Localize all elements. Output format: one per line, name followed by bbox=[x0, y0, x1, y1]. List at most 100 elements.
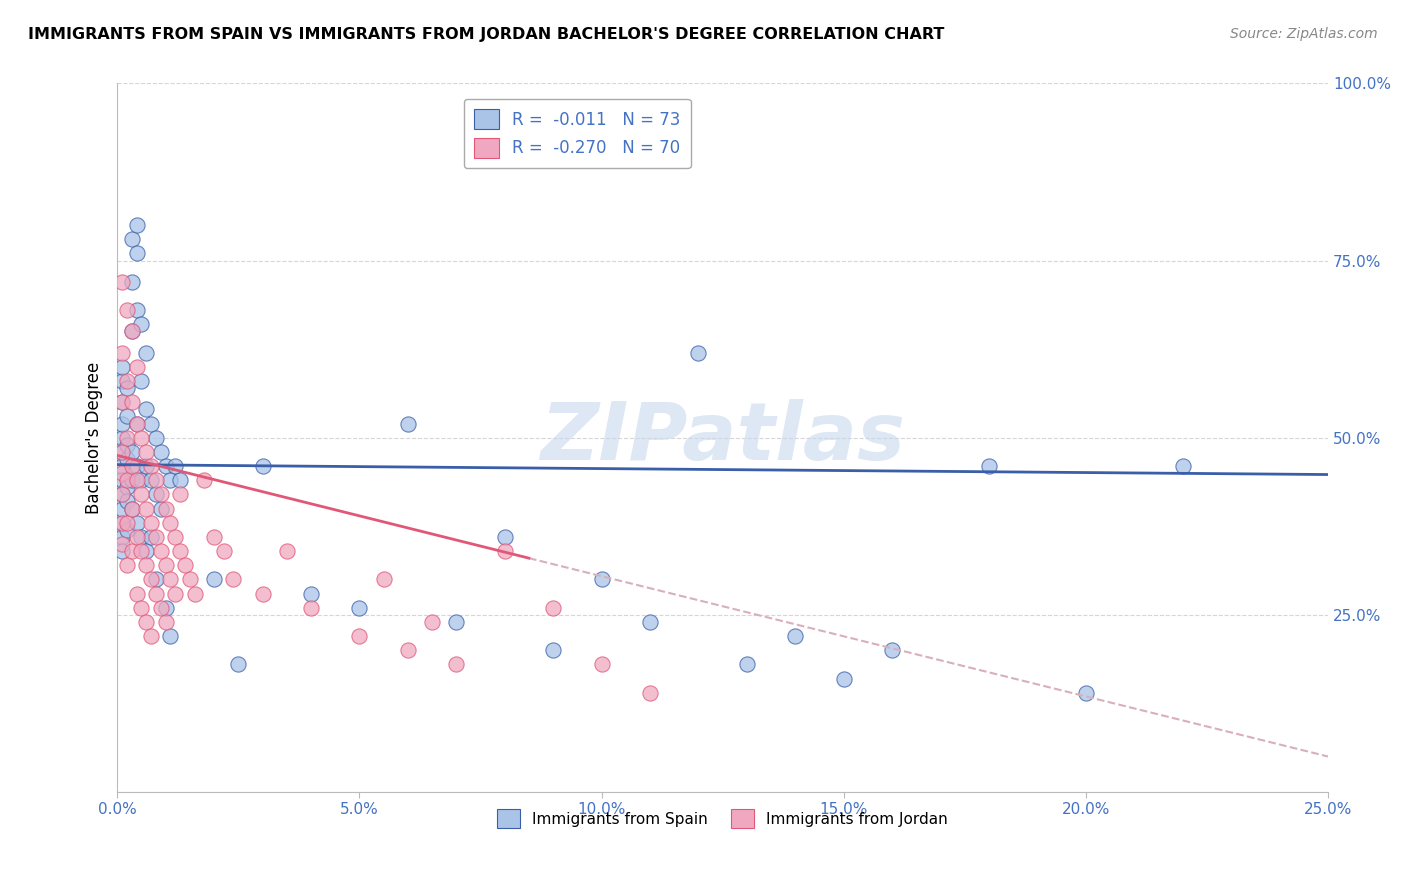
Point bbox=[145, 473, 167, 487]
Point bbox=[165, 530, 187, 544]
Point bbox=[135, 615, 157, 629]
Point bbox=[145, 573, 167, 587]
Point bbox=[111, 544, 134, 558]
Point bbox=[121, 458, 143, 473]
Point bbox=[111, 395, 134, 409]
Point bbox=[882, 643, 904, 657]
Point bbox=[785, 629, 807, 643]
Point bbox=[121, 275, 143, 289]
Point bbox=[169, 487, 191, 501]
Point bbox=[115, 381, 138, 395]
Point bbox=[135, 345, 157, 359]
Point bbox=[139, 530, 162, 544]
Point bbox=[159, 573, 181, 587]
Point bbox=[202, 573, 225, 587]
Point bbox=[125, 473, 148, 487]
Point bbox=[494, 530, 516, 544]
Point bbox=[121, 445, 143, 459]
Point bbox=[193, 473, 215, 487]
Point bbox=[139, 417, 162, 431]
Point bbox=[111, 374, 134, 388]
Point bbox=[145, 530, 167, 544]
Point bbox=[111, 530, 134, 544]
Point bbox=[111, 516, 134, 530]
Point bbox=[115, 516, 138, 530]
Point bbox=[121, 544, 143, 558]
Point bbox=[115, 438, 138, 452]
Point bbox=[131, 530, 153, 544]
Point bbox=[373, 573, 395, 587]
Point bbox=[276, 544, 298, 558]
Point bbox=[111, 445, 134, 459]
Point bbox=[115, 452, 138, 467]
Point bbox=[149, 600, 172, 615]
Point bbox=[155, 600, 177, 615]
Point bbox=[121, 395, 143, 409]
Point bbox=[115, 409, 138, 424]
Point bbox=[977, 458, 1000, 473]
Point bbox=[125, 516, 148, 530]
Point bbox=[115, 523, 138, 537]
Point bbox=[591, 573, 613, 587]
Point bbox=[145, 487, 167, 501]
Text: Source: ZipAtlas.com: Source: ZipAtlas.com bbox=[1230, 27, 1378, 41]
Point bbox=[446, 657, 468, 672]
Point bbox=[159, 516, 181, 530]
Point bbox=[131, 600, 153, 615]
Point bbox=[135, 402, 157, 417]
Point bbox=[155, 501, 177, 516]
Point bbox=[115, 303, 138, 318]
Point bbox=[139, 573, 162, 587]
Point bbox=[111, 445, 134, 459]
Point bbox=[125, 458, 148, 473]
Point bbox=[202, 530, 225, 544]
Point bbox=[135, 445, 157, 459]
Point bbox=[165, 586, 187, 600]
Point bbox=[155, 458, 177, 473]
Point bbox=[832, 672, 855, 686]
Point bbox=[111, 275, 134, 289]
Point bbox=[688, 345, 710, 359]
Point bbox=[111, 516, 134, 530]
Point bbox=[111, 431, 134, 445]
Point bbox=[212, 544, 235, 558]
Point bbox=[149, 445, 172, 459]
Point bbox=[125, 359, 148, 374]
Point bbox=[135, 501, 157, 516]
Point bbox=[111, 537, 134, 551]
Point bbox=[131, 473, 153, 487]
Point bbox=[149, 544, 172, 558]
Point bbox=[115, 473, 138, 487]
Point bbox=[121, 325, 143, 339]
Point bbox=[149, 501, 172, 516]
Point bbox=[115, 431, 138, 445]
Point bbox=[111, 466, 134, 480]
Point bbox=[139, 516, 162, 530]
Point bbox=[396, 417, 419, 431]
Point bbox=[494, 544, 516, 558]
Point bbox=[115, 480, 138, 494]
Point bbox=[115, 494, 138, 508]
Point bbox=[169, 473, 191, 487]
Point bbox=[125, 218, 148, 232]
Point bbox=[396, 643, 419, 657]
Point bbox=[131, 544, 153, 558]
Point bbox=[111, 473, 134, 487]
Point bbox=[420, 615, 443, 629]
Point bbox=[131, 318, 153, 332]
Point bbox=[131, 374, 153, 388]
Point bbox=[115, 558, 138, 573]
Point bbox=[135, 558, 157, 573]
Point bbox=[541, 600, 564, 615]
Point bbox=[145, 586, 167, 600]
Point bbox=[111, 359, 134, 374]
Point bbox=[1171, 458, 1194, 473]
Text: IMMIGRANTS FROM SPAIN VS IMMIGRANTS FROM JORDAN BACHELOR'S DEGREE CORRELATION CH: IMMIGRANTS FROM SPAIN VS IMMIGRANTS FROM… bbox=[28, 27, 945, 42]
Point bbox=[638, 615, 661, 629]
Point bbox=[121, 325, 143, 339]
Point bbox=[131, 431, 153, 445]
Point bbox=[446, 615, 468, 629]
Point bbox=[299, 600, 322, 615]
Point bbox=[349, 629, 371, 643]
Point bbox=[125, 530, 148, 544]
